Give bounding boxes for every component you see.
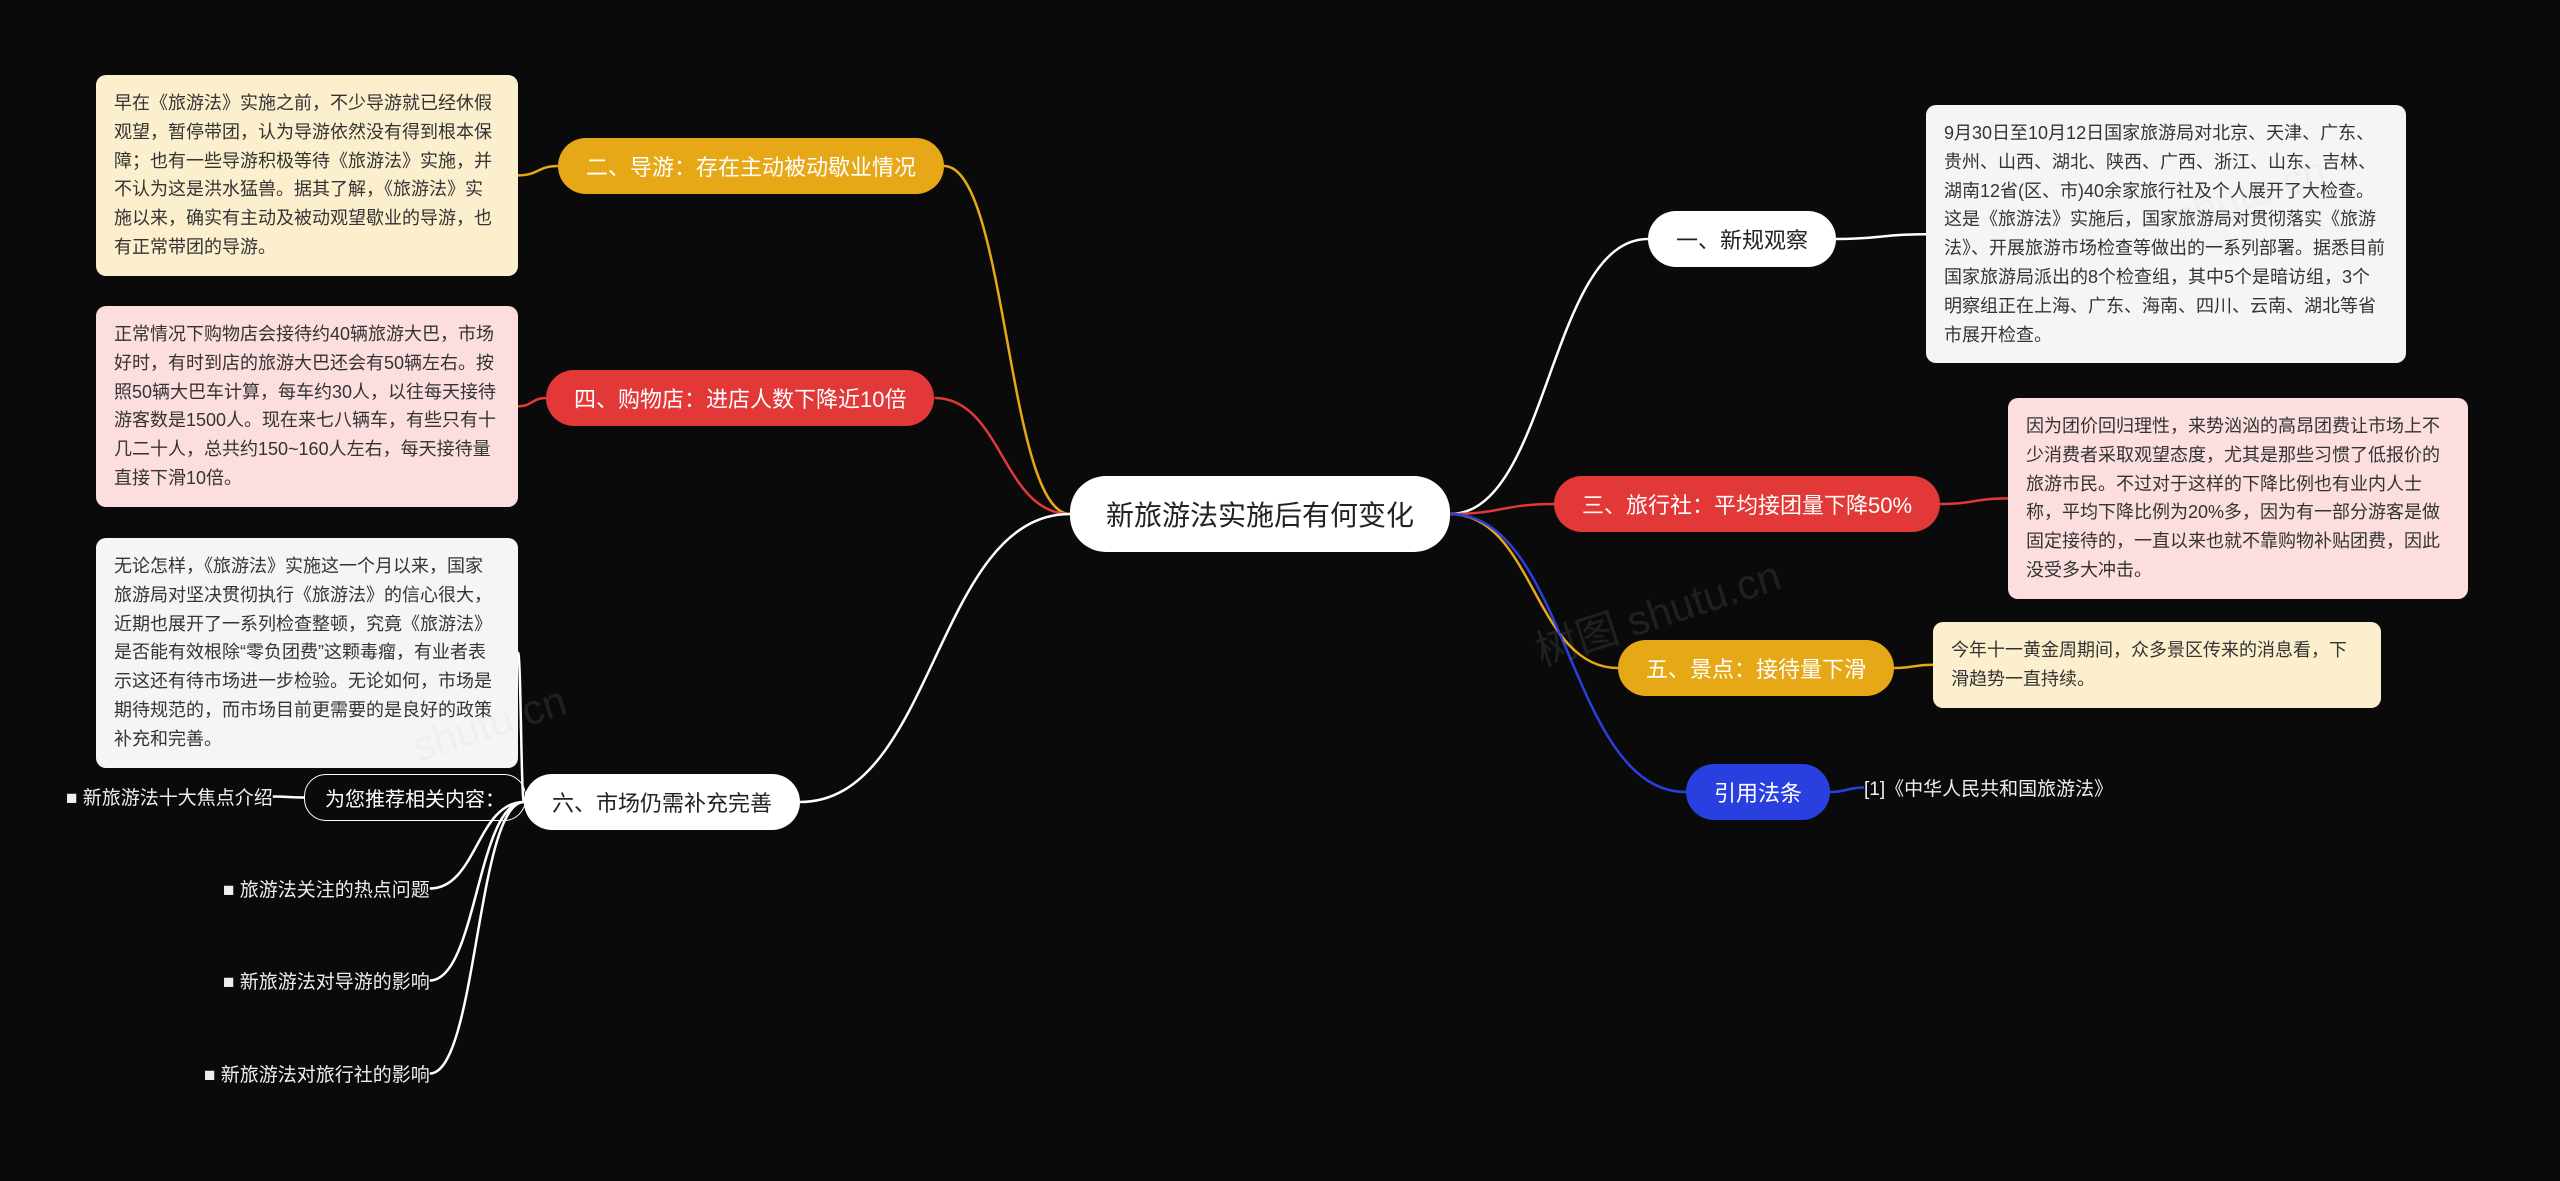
branch-6-subwrap-label: 为您推荐相关内容：: [325, 789, 505, 811]
branch-5-label: 五、景点：接待量下滑: [1646, 652, 1866, 684]
branch-6-label: 六、市场仍需补充完善: [552, 786, 772, 818]
branch-6-sub-3: ■ 新旅游法对旅行社的影响: [204, 1060, 430, 1087]
note-6-text: 无论怎样，《旅游法》实施这一个月以来，国家旅游局对坚决贯彻执行《旅游法》的信心很…: [114, 556, 492, 749]
note-3: 因为团价回归理性，来势汹汹的高昂团费让市场上不少消费者采取观望态度，尤其是那些习…: [2008, 398, 2468, 599]
branch-4: 四、购物店：进店人数下降近10倍: [546, 370, 934, 426]
branch-1-label: 一、新规观察: [1676, 223, 1808, 255]
branch-6: 六、市场仍需补充完善: [524, 774, 800, 830]
branch-2: 二、导游：存在主动被动歇业情况: [558, 138, 944, 194]
branch-7-label: 引用法条: [1714, 776, 1802, 808]
branch-6-sub-0-label: ■ 新旅游法十大焦点介绍: [66, 788, 273, 809]
branch-4-label: 四、购物店：进店人数下降近10倍: [574, 382, 906, 414]
note-3-text: 因为团价回归理性，来势汹汹的高昂团费让市场上不少消费者采取观望态度，尤其是那些习…: [2026, 416, 2440, 580]
note-2-text: 早在《旅游法》实施之前，不少导游就已经休假观望，暂停带团，认为导游依然没有得到根…: [114, 93, 492, 257]
branch-6-sub-1-label: ■ 旅游法关注的热点问题: [223, 880, 430, 901]
branch-1: 一、新规观察: [1648, 211, 1836, 267]
note-1-text: 9月30日至10月12日国家旅游局对北京、天津、广东、贵州、山西、湖北、陕西、广…: [1944, 123, 2385, 345]
note-5-text: 今年十一黄金周期间，众多景区传来的消息看，下滑趋势一直持续。: [1951, 640, 2347, 689]
center-node: 新旅游法实施后有何变化: [1070, 476, 1450, 552]
note-5: 今年十一黄金周期间，众多景区传来的消息看，下滑趋势一直持续。: [1933, 622, 2381, 708]
branch-6-sub-1: ■ 旅游法关注的热点问题: [223, 875, 430, 902]
branch-6-subwrap: 为您推荐相关内容：: [304, 774, 526, 821]
branch-6-sub-0: ■ 新旅游法十大焦点介绍: [66, 783, 273, 810]
branch-2-label: 二、导游：存在主动被动歇业情况: [586, 150, 916, 182]
note-2: 早在《旅游法》实施之前，不少导游就已经休假观望，暂停带团，认为导游依然没有得到根…: [96, 75, 518, 276]
branch-5: 五、景点：接待量下滑: [1618, 640, 1894, 696]
branch-3-label: 三、旅行社：平均接团量下降50%: [1582, 488, 1912, 520]
branch-6-sub-2-label: ■ 新旅游法对导游的影响: [223, 972, 430, 993]
branch-3: 三、旅行社：平均接团量下降50%: [1554, 476, 1940, 532]
note-6: 无论怎样，《旅游法》实施这一个月以来，国家旅游局对坚决贯彻执行《旅游法》的信心很…: [96, 538, 518, 768]
branch-7-ref-text: [1]《中华人民共和国旅游法》: [1864, 779, 2113, 800]
branch-7: 引用法条: [1686, 764, 1830, 820]
branch-7-ref: [1]《中华人民共和国旅游法》: [1864, 774, 2113, 801]
branch-6-sub-2: ■ 新旅游法对导游的影响: [223, 967, 430, 994]
branch-6-sub-3-label: ■ 新旅游法对旅行社的影响: [204, 1065, 430, 1086]
note-4: 正常情况下购物店会接待约40辆旅游大巴，市场好时，有时到店的旅游大巴还会有50辆…: [96, 306, 518, 507]
note-1: 9月30日至10月12日国家旅游局对北京、天津、广东、贵州、山西、湖北、陕西、广…: [1926, 105, 2406, 363]
note-4-text: 正常情况下购物店会接待约40辆旅游大巴，市场好时，有时到店的旅游大巴还会有50辆…: [114, 324, 496, 488]
center-label: 新旅游法实施后有何变化: [1106, 494, 1414, 534]
